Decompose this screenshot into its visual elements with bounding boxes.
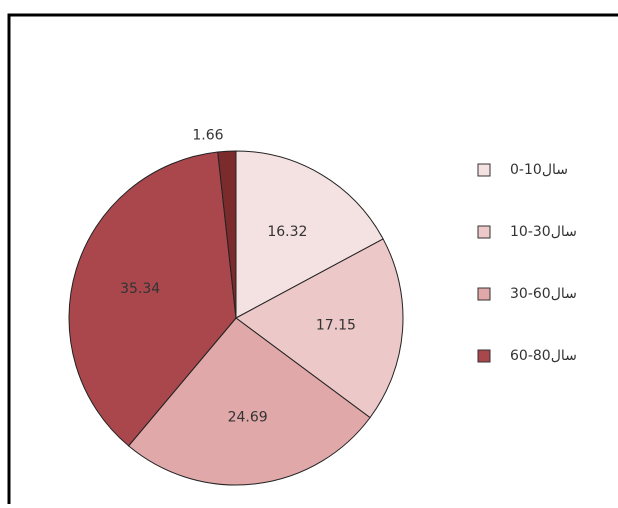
slice-label: 1.66 [192, 127, 223, 143]
chart: 16.32 17.15 24.69 35.34 1.66 سال10-0 سال30-10 س… [0, 0, 618, 504]
legend-swatch [478, 288, 490, 300]
slice-label: 17.15 [316, 317, 356, 333]
legend-label: سال10-0 [510, 162, 568, 178]
legend-label: سال30-10 [510, 224, 577, 240]
legend-label: سال80-60 [510, 348, 577, 364]
legend-swatch [478, 350, 490, 362]
slice-label: 24.69 [228, 410, 268, 426]
legend-label: سال60-30 [510, 286, 577, 302]
slice-label: 35.34 [120, 281, 160, 297]
legend-swatch [478, 226, 490, 238]
legend-swatch [478, 164, 490, 176]
slice-label: 16.32 [267, 224, 307, 240]
